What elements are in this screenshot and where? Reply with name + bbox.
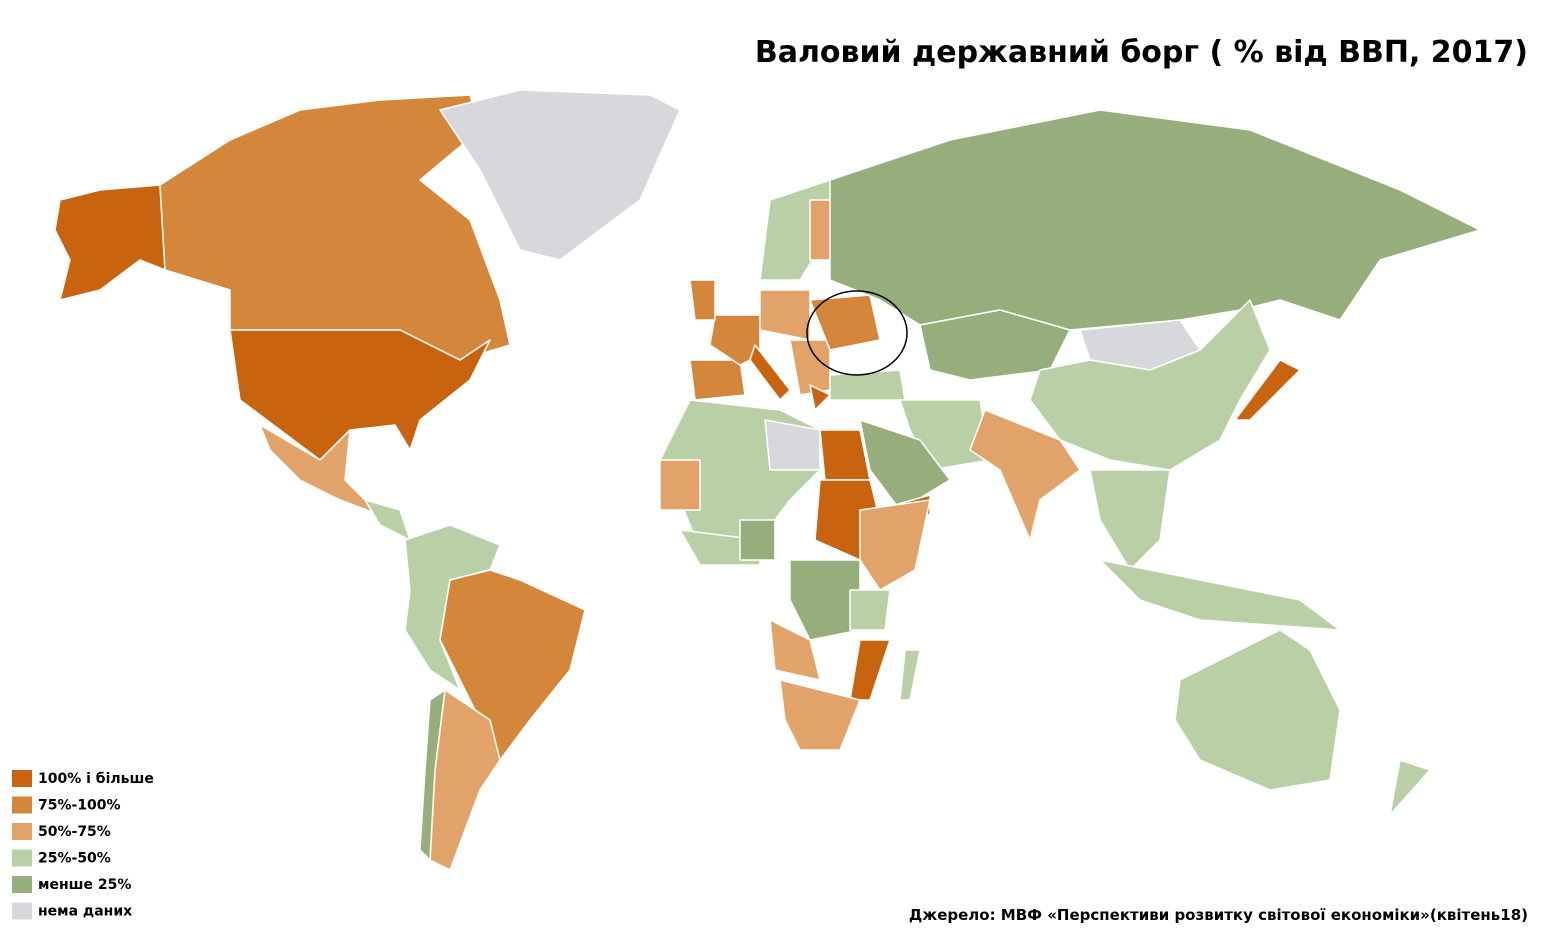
country (689, 279, 716, 321)
country (809, 294, 881, 351)
countries (54, 89, 1481, 871)
country (689, 359, 746, 401)
country (759, 289, 811, 341)
country (749, 344, 791, 401)
legend-label: 25%-50% (38, 851, 111, 867)
legend-swatch (12, 770, 32, 787)
country (899, 649, 921, 701)
legend: 100% і більше 75%-100% 50%-75% 25%-50% менше… (12, 770, 154, 920)
legend-swatch (12, 849, 32, 867)
map-title: Валовий державний борг ( % від ВВП, 2017… (755, 35, 1528, 70)
legend-label: 50%-75% (38, 824, 111, 840)
legend-swatch (12, 876, 32, 893)
country (54, 184, 166, 301)
country (779, 679, 861, 751)
country (849, 639, 891, 701)
highlight-circle (806, 290, 908, 376)
legend-label: 100% і більше (38, 771, 154, 787)
legend-swatch (12, 796, 32, 814)
country (819, 429, 871, 481)
country (229, 329, 491, 461)
country (1174, 629, 1341, 791)
legend-label: нема даних (38, 904, 132, 920)
legend-swatch (12, 902, 32, 920)
source: Джерело: МВФ «Перспективи розвитку світо… (909, 906, 1528, 924)
country (1234, 359, 1301, 421)
country (859, 499, 931, 591)
country (809, 384, 831, 411)
country (849, 589, 891, 631)
legend-label: 75%-100% (38, 798, 121, 814)
country (1099, 559, 1341, 631)
country (829, 109, 1481, 331)
country (789, 559, 861, 641)
country (969, 409, 1081, 541)
country (769, 619, 821, 681)
country (159, 94, 511, 361)
legend-label: менше 25% (38, 877, 131, 893)
country (419, 689, 446, 861)
country (659, 459, 701, 511)
country (364, 499, 411, 541)
country (1089, 469, 1171, 571)
country (439, 89, 681, 261)
legend-swatch (12, 823, 32, 840)
country (764, 419, 821, 471)
country (739, 519, 776, 561)
country (1389, 759, 1431, 816)
country (859, 419, 951, 511)
